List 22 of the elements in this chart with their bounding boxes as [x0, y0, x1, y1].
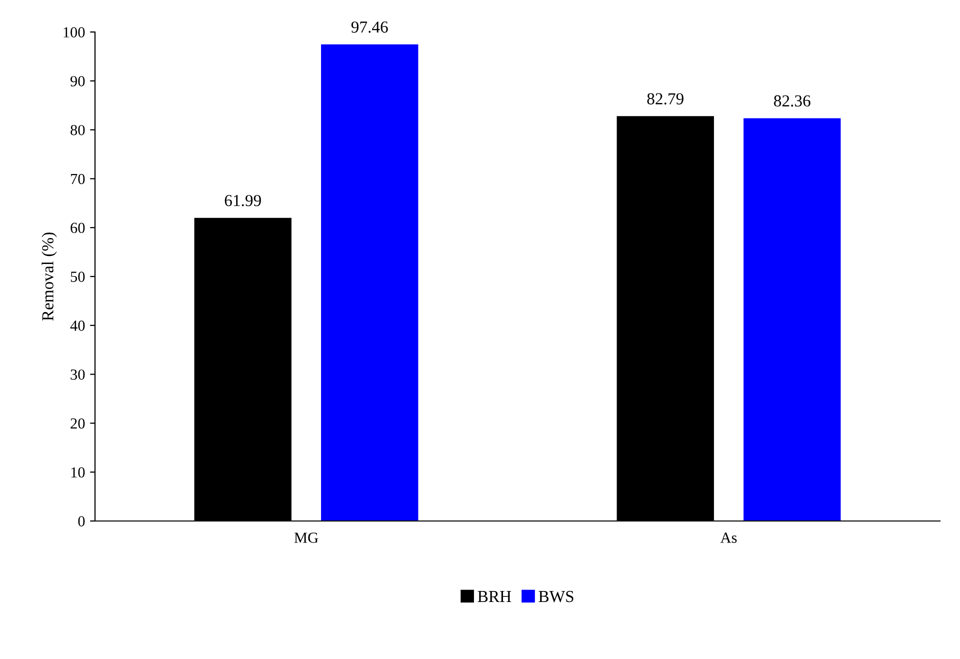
y-tick-label: 60: [70, 222, 85, 234]
y-tick-label: 80: [70, 124, 85, 136]
bar: [321, 44, 418, 521]
data-label: 82.79: [647, 93, 684, 105]
y-tick-label: 90: [70, 76, 85, 86]
data-label: 61.99: [224, 194, 261, 206]
y-tick-label: 40: [70, 320, 85, 331]
y-tick-label: 20: [70, 418, 85, 429]
legend-label: BWS: [538, 590, 574, 602]
y-axis-title: Removal (%): [42, 232, 57, 321]
x-tick-label: As: [720, 532, 737, 543]
y-tick-label: 10: [71, 467, 85, 478]
y-tick-label: 0: [78, 516, 85, 526]
y-tick-label: 70: [71, 174, 85, 184]
legend-label: BRH: [478, 591, 512, 602]
y-tick-label: 50: [70, 272, 85, 282]
data-label: 82.36: [774, 95, 810, 107]
bar: [744, 118, 841, 521]
data-label: 97.46: [351, 22, 388, 33]
y-tick-label: 30: [70, 369, 85, 380]
x-tick-label: MG: [294, 532, 318, 543]
y-tick-label: 100: [64, 27, 85, 38]
